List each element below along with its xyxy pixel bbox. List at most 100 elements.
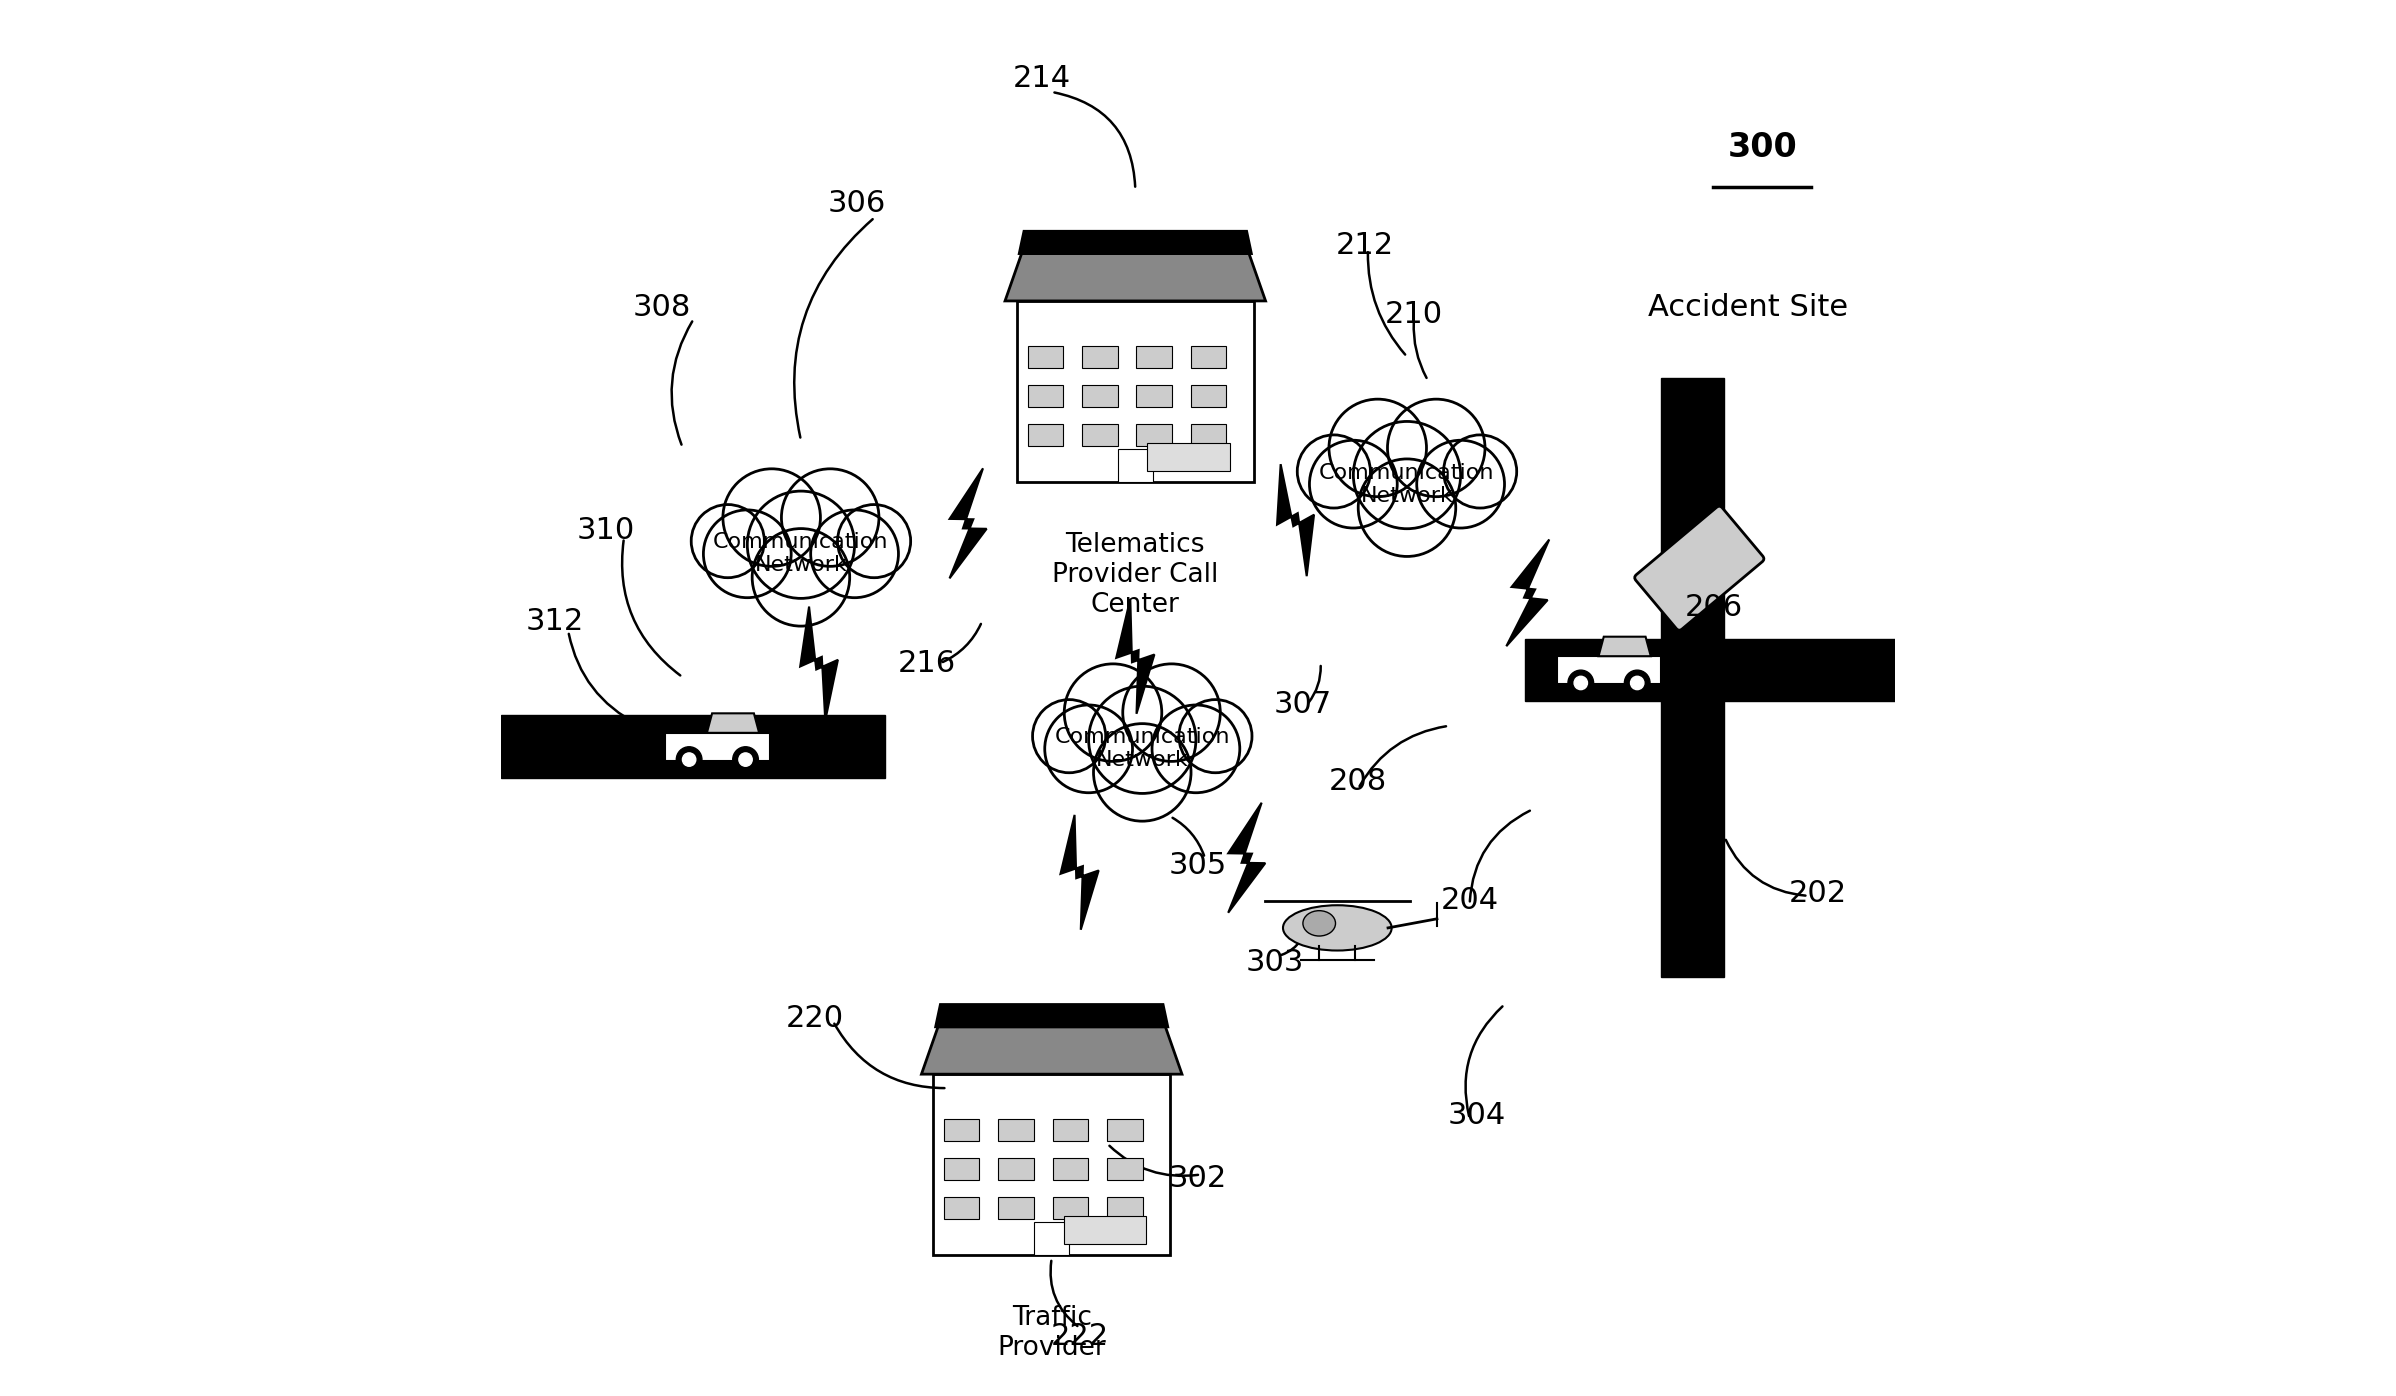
Bar bbox=[1016, 302, 1253, 482]
Circle shape bbox=[1574, 676, 1589, 690]
Text: 216: 216 bbox=[896, 649, 956, 677]
Polygon shape bbox=[1061, 815, 1100, 930]
FancyArrowPatch shape bbox=[1308, 666, 1320, 702]
Text: 307: 307 bbox=[1272, 691, 1332, 719]
Circle shape bbox=[1152, 705, 1239, 793]
Circle shape bbox=[690, 504, 764, 578]
Polygon shape bbox=[949, 468, 987, 578]
Circle shape bbox=[1296, 436, 1371, 508]
Circle shape bbox=[733, 747, 760, 772]
Polygon shape bbox=[937, 1005, 1167, 1027]
Text: 304: 304 bbox=[1447, 1101, 1505, 1131]
Bar bbox=[1136, 346, 1172, 367]
Text: 220: 220 bbox=[786, 1004, 843, 1033]
FancyArrowPatch shape bbox=[1359, 726, 1447, 786]
Text: Traffic
Provider: Traffic Provider bbox=[997, 1305, 1107, 1361]
FancyArrowPatch shape bbox=[1694, 536, 1711, 614]
Polygon shape bbox=[1277, 463, 1313, 577]
FancyArrowPatch shape bbox=[1282, 940, 1301, 955]
Polygon shape bbox=[1598, 637, 1651, 656]
Bar bbox=[1107, 1157, 1143, 1180]
Circle shape bbox=[1387, 399, 1486, 497]
Bar bbox=[1107, 1196, 1143, 1219]
Text: 306: 306 bbox=[827, 188, 887, 218]
Bar bbox=[1660, 377, 1725, 977]
Bar bbox=[999, 1196, 1035, 1219]
Bar bbox=[934, 1074, 1169, 1255]
Circle shape bbox=[748, 491, 855, 599]
Circle shape bbox=[1330, 399, 1426, 497]
Bar bbox=[944, 1118, 980, 1141]
Bar bbox=[1148, 443, 1229, 470]
Circle shape bbox=[839, 504, 910, 578]
Bar bbox=[944, 1196, 980, 1219]
Bar bbox=[999, 1157, 1035, 1180]
Circle shape bbox=[810, 510, 898, 597]
Text: 310: 310 bbox=[577, 517, 635, 546]
Circle shape bbox=[1179, 699, 1253, 773]
FancyArrowPatch shape bbox=[793, 219, 872, 437]
Polygon shape bbox=[1507, 539, 1550, 646]
Bar bbox=[1028, 346, 1064, 367]
Circle shape bbox=[1311, 440, 1397, 528]
Text: Telematics
Provider Call
Center: Telematics Provider Call Center bbox=[1052, 532, 1220, 618]
Text: 222: 222 bbox=[1049, 1322, 1109, 1350]
Text: Communication
Network: Communication Network bbox=[714, 532, 889, 575]
Polygon shape bbox=[922, 1027, 1181, 1074]
FancyArrowPatch shape bbox=[671, 321, 692, 445]
Circle shape bbox=[1416, 440, 1505, 528]
FancyArrowPatch shape bbox=[942, 624, 980, 662]
Circle shape bbox=[724, 469, 819, 567]
Circle shape bbox=[781, 469, 879, 567]
Circle shape bbox=[1354, 422, 1462, 529]
Bar bbox=[1083, 423, 1117, 445]
Polygon shape bbox=[1018, 232, 1251, 254]
Circle shape bbox=[1359, 459, 1457, 557]
Circle shape bbox=[1632, 676, 1644, 690]
Text: 312: 312 bbox=[525, 607, 585, 635]
Bar bbox=[999, 1118, 1035, 1141]
Circle shape bbox=[1442, 436, 1517, 508]
Bar bbox=[501, 715, 884, 778]
Text: Communication
Network: Communication Network bbox=[1320, 462, 1495, 505]
Text: 214: 214 bbox=[1014, 63, 1071, 92]
Circle shape bbox=[1124, 664, 1220, 761]
Bar bbox=[1083, 384, 1117, 406]
Polygon shape bbox=[1117, 599, 1155, 713]
Circle shape bbox=[676, 747, 702, 772]
Bar bbox=[1107, 1118, 1143, 1141]
FancyArrowPatch shape bbox=[1368, 253, 1404, 355]
Bar bbox=[1136, 384, 1172, 406]
Text: Accident Site: Accident Site bbox=[1648, 293, 1847, 322]
Circle shape bbox=[1033, 699, 1105, 773]
Bar bbox=[1191, 384, 1227, 406]
Text: 206: 206 bbox=[1684, 593, 1742, 623]
Bar bbox=[1028, 423, 1064, 445]
Bar bbox=[1064, 1216, 1145, 1244]
Text: 204: 204 bbox=[1440, 885, 1500, 914]
Circle shape bbox=[752, 529, 851, 627]
Polygon shape bbox=[707, 713, 760, 733]
FancyBboxPatch shape bbox=[1634, 507, 1763, 630]
Circle shape bbox=[1064, 664, 1162, 761]
Ellipse shape bbox=[1282, 905, 1392, 951]
Text: 300: 300 bbox=[1728, 131, 1797, 165]
Circle shape bbox=[1088, 687, 1196, 793]
FancyArrowPatch shape bbox=[1172, 818, 1205, 856]
Circle shape bbox=[738, 752, 752, 766]
Circle shape bbox=[1624, 670, 1651, 695]
Polygon shape bbox=[1004, 254, 1265, 302]
Text: 212: 212 bbox=[1337, 230, 1394, 260]
Bar bbox=[1191, 423, 1227, 445]
Ellipse shape bbox=[1303, 910, 1335, 937]
Polygon shape bbox=[800, 607, 839, 720]
FancyArrowPatch shape bbox=[568, 634, 637, 725]
Text: 202: 202 bbox=[1790, 878, 1847, 907]
Bar bbox=[1028, 384, 1064, 406]
Bar bbox=[1052, 1196, 1088, 1219]
Bar bbox=[1526, 639, 1895, 701]
Bar bbox=[1191, 346, 1227, 367]
FancyArrowPatch shape bbox=[1054, 92, 1136, 187]
FancyArrowPatch shape bbox=[623, 540, 680, 676]
Circle shape bbox=[1045, 705, 1133, 793]
